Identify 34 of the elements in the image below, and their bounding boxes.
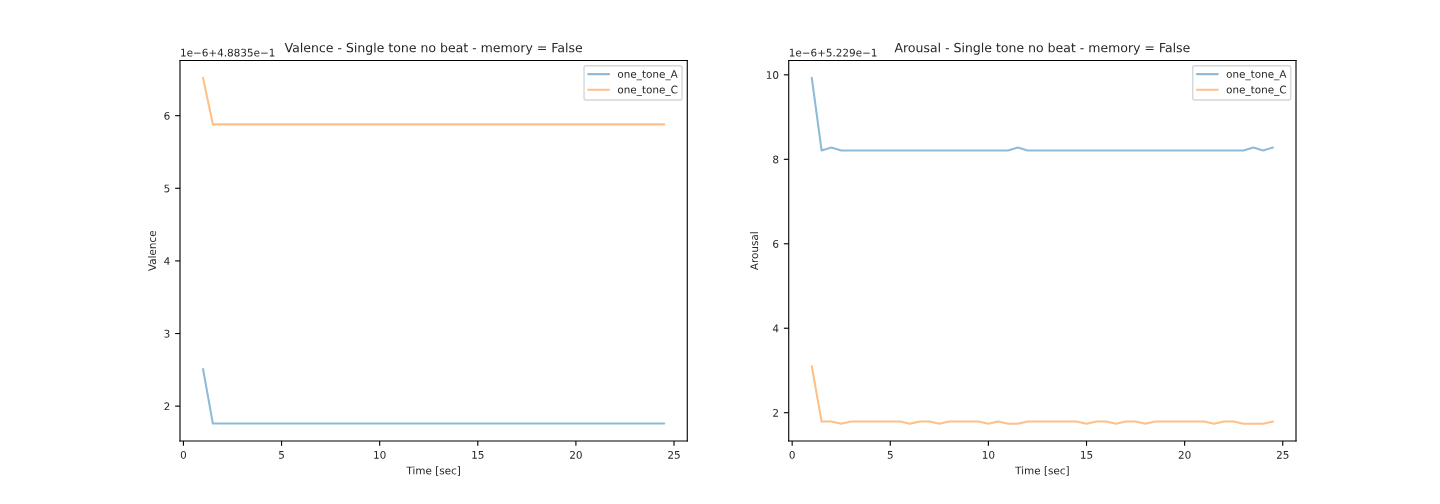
legend-label: one_tone_C [617,85,678,96]
x-tick-label: 10 [374,450,386,459]
y-tick-label: 6 [164,111,170,120]
y-tick-label: 10 [766,71,779,79]
x-tick-label: 5 [887,451,893,459]
y-tick-label: 2 [164,402,170,411]
x-axis-title: Time [sec] [406,466,460,476]
x-axis-title: Time [sec] [1015,466,1069,476]
x-tick-label: 20 [1178,450,1191,459]
x-tick-label: 15 [472,451,484,459]
x-tick-label: 0 [789,450,795,459]
y-tick-label: 6 [773,240,779,248]
y-tick-label: 2 [773,408,778,417]
x-tick-label: 20 [570,450,582,459]
y-tick-label: 8 [773,155,779,164]
y-axis-title: Valence [148,230,157,272]
y-tick-label: 5 [164,184,170,193]
x-tick-label: 15 [1081,451,1093,459]
y-tick-label: 4 [772,324,779,333]
x-tick-label: 10 [982,450,995,459]
x-tick-label: 0 [180,450,187,459]
chart-title: Valence - Single tone no beat - memory = False [284,42,583,55]
text: 1e−6+5.229e−1 [789,48,877,57]
y-axis-title: Arousal [750,232,759,271]
legend-label: one_tone_C [1226,85,1287,96]
text: 1e−6+4.8835e−1 [181,48,275,57]
x-tick-label: 25 [668,450,680,459]
chart-title: Arousal - Single tone no beat - memory = False [894,42,1190,55]
legend-label: one_tone_A [617,70,678,81]
y-tick-label: 3 [164,329,170,338]
x-tick-label: 25 [1276,450,1289,459]
x-tick-label: 5 [279,451,284,459]
legend-label: one_tone_A [1226,70,1287,81]
y-tick-label: 4 [164,257,170,265]
